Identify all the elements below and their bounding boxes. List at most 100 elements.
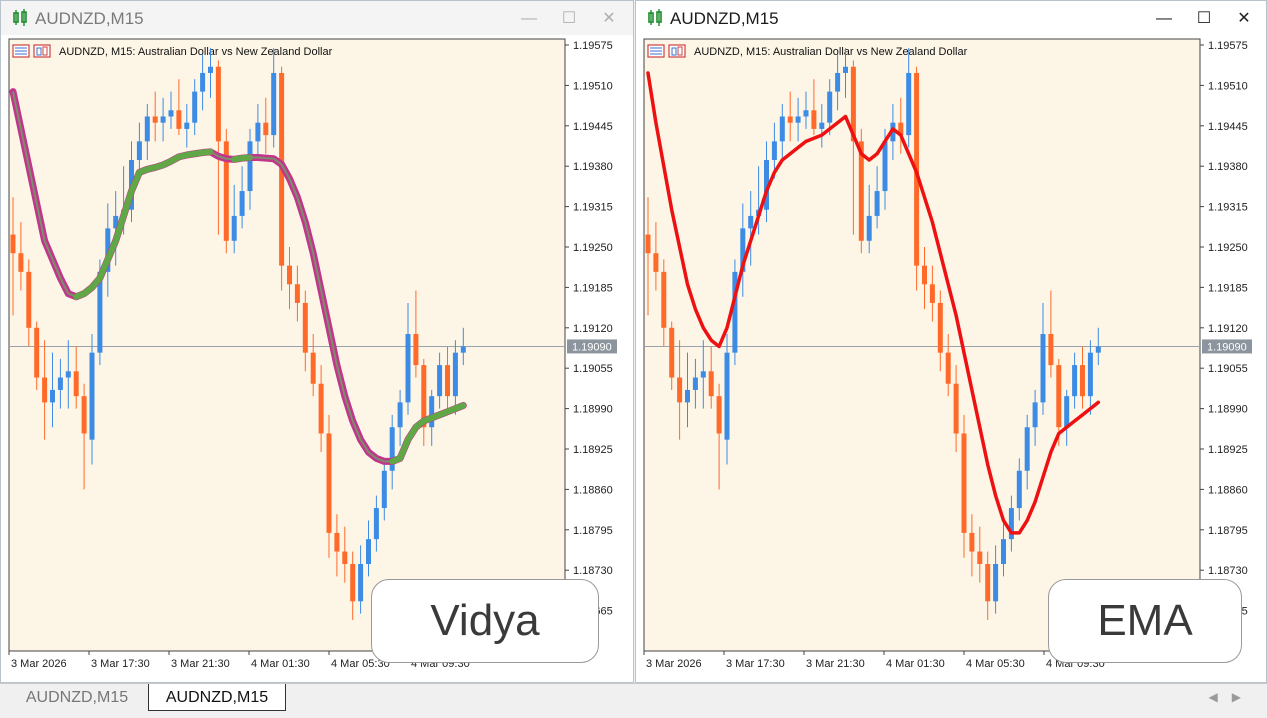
window-titlebar[interactable]: AUDNZD,M15 — ☐ ✕ — [1, 1, 633, 35]
trade-info-icon — [33, 44, 51, 58]
chart-window-left[interactable]: AUDNZD,M15 — ☐ ✕ AUDNZD, M15: Australian… — [0, 0, 634, 683]
candle-body — [310, 352, 316, 384]
candle-body — [73, 371, 79, 397]
vidya-falling-segment — [273, 157, 283, 166]
minimize-icon[interactable]: — — [521, 10, 537, 27]
candle-body — [764, 159, 769, 210]
close-icon[interactable]: ✕ — [602, 10, 616, 27]
price-axis-label: 1.19510 — [573, 80, 613, 92]
price-axis-label: 1.18990 — [573, 404, 613, 416]
candle-body — [1064, 396, 1070, 428]
vidya-falling-segment — [218, 155, 227, 160]
candle-body — [843, 66, 848, 73]
vidya-falling-segment — [288, 178, 299, 198]
time-axis-label: 3 Mar 2026 — [11, 658, 67, 670]
chart-window-right[interactable]: AUDNZD,M15 — ☐ ✕ AUDNZD, M15: Australian… — [635, 0, 1267, 683]
candle-body — [700, 371, 706, 378]
candle-body — [271, 72, 277, 136]
candle-body — [953, 383, 959, 434]
price-axis-label: 1.18730 — [1208, 565, 1248, 577]
candle-body — [985, 563, 991, 602]
candle-body — [819, 122, 825, 129]
candle-body — [811, 110, 817, 129]
maximize-icon[interactable]: ☐ — [1196, 10, 1212, 27]
price-chart-ema[interactable]: AUDNZD, M15: Australian Dollar vs New Ze… — [636, 35, 1266, 682]
chart-tab-2[interactable]: AUDNZD,M15 — [148, 684, 286, 711]
candle-body — [669, 327, 675, 378]
candle-body — [748, 215, 754, 229]
candle-body — [113, 215, 119, 229]
candle-body — [65, 371, 71, 378]
candle-body — [1048, 334, 1054, 366]
candle-body — [977, 551, 983, 564]
tab-scroll-arrows[interactable]: ◀▶ — [1208, 690, 1255, 704]
close-icon[interactable]: ✕ — [1237, 10, 1251, 27]
candle-body — [993, 563, 999, 602]
price-axis-label: 1.19575 — [573, 40, 613, 52]
window-titlebar[interactable]: AUDNZD,M15 — ☐ ✕ — [636, 1, 1266, 35]
candle-body — [724, 352, 730, 440]
vidya-rising-segment — [96, 256, 111, 282]
price-axis-label: 1.18730 — [573, 565, 613, 577]
vidya-rising-segment — [397, 436, 411, 462]
time-axis-label: 3 Mar 21:30 — [806, 658, 865, 670]
minimize-icon[interactable]: — — [1156, 10, 1172, 27]
candle-body — [1001, 539, 1006, 564]
chart-info-title: AUDNZD, M15: Australian Dollar vs New Ze… — [59, 46, 333, 58]
vidya-falling-segment — [59, 277, 70, 295]
candle-body — [1080, 365, 1085, 397]
candle-body — [42, 377, 48, 403]
vidya-falling-segment — [359, 439, 370, 453]
candlestick-icon — [648, 9, 662, 26]
candle-body — [89, 352, 95, 440]
candle-body — [366, 539, 371, 564]
vidya-rising-segment — [128, 169, 143, 195]
vidya-rising-segment — [112, 212, 127, 244]
vidya-falling-segment — [51, 259, 62, 279]
time-axis-label: 3 Mar 2026 — [646, 658, 702, 670]
vidya-falling-segment — [27, 165, 38, 204]
candle-body — [898, 122, 904, 136]
candle-body — [922, 265, 927, 285]
vidya-falling-segment — [43, 240, 54, 260]
current-price-label: 1.19090 — [1207, 341, 1247, 353]
candle-body — [342, 551, 348, 564]
chart-info-title: AUDNZD, M15: Australian Dollar vs New Ze… — [694, 46, 968, 58]
vidya-falling-segment — [12, 91, 22, 130]
price-chart-vidya[interactable]: AUDNZD, M15: Australian Dollar vs New Ze… — [1, 35, 633, 682]
price-axis-label: 1.19120 — [573, 323, 613, 335]
candle-body — [858, 141, 864, 241]
candle-body — [787, 116, 793, 123]
candle-body — [50, 389, 55, 403]
price-axis-label: 1.18860 — [1208, 484, 1248, 496]
trade-info-icon — [668, 44, 686, 58]
candle-body — [152, 116, 158, 123]
vidya-falling-segment — [265, 157, 274, 160]
candle-body — [771, 141, 777, 160]
chart-tab-1[interactable]: AUDNZD,M15 — [25, 689, 129, 706]
candle-body — [263, 122, 269, 136]
price-axis-label: 1.19380 — [573, 161, 613, 173]
price-axis-label: 1.19055 — [1208, 363, 1248, 375]
maximize-icon[interactable]: ☐ — [561, 10, 577, 27]
price-axis-label: 1.19380 — [1208, 161, 1248, 173]
candle-body — [937, 302, 943, 353]
candle-body — [795, 116, 801, 123]
candle-body — [231, 215, 237, 241]
vidya-falling-segment — [328, 327, 338, 366]
candle-body — [326, 433, 332, 533]
candle-body — [961, 433, 967, 533]
price-axis-label: 1.19055 — [573, 363, 613, 375]
candle-body — [81, 396, 87, 434]
price-axis-label: 1.19445 — [1208, 121, 1248, 133]
vidya-rising-segment — [239, 154, 253, 162]
price-axis-label: 1.18795 — [573, 525, 613, 537]
candle-body — [215, 66, 221, 142]
candle-body — [1087, 352, 1093, 397]
current-price-tag — [567, 339, 617, 354]
candle-body — [661, 271, 667, 328]
candle-body — [255, 122, 261, 142]
vidya-falling-segment — [320, 290, 330, 329]
candlestick-icon — [13, 9, 27, 26]
candle-body — [223, 141, 229, 241]
